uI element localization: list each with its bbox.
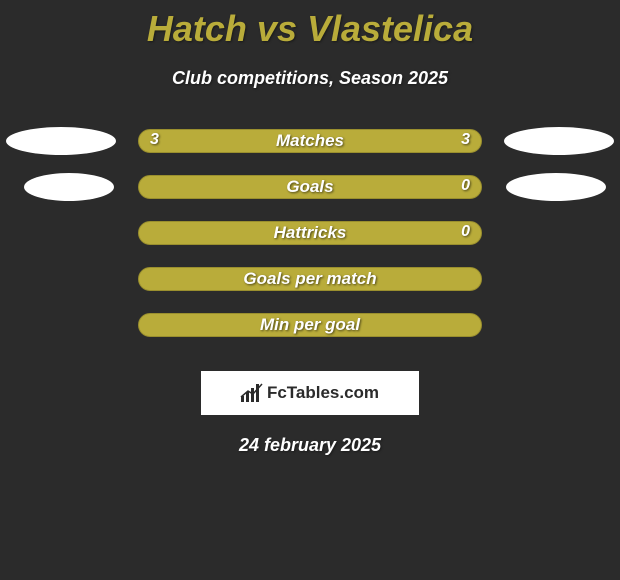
date-label: 24 february 2025: [0, 435, 620, 456]
bar-chart-icon: [241, 384, 263, 402]
stat-label: Min per goal: [138, 315, 482, 335]
stat-row-hattricks: Hattricks 0: [0, 221, 620, 267]
stat-rows: 3 Matches 3 Goals 0 Hattricks 0 Goals pe…: [0, 129, 620, 359]
stat-label: Matches: [138, 131, 482, 151]
stat-value-right: 3: [461, 131, 470, 149]
stat-label: Goals per match: [138, 269, 482, 289]
stats-card: Hatch vs Vlastelica Club competitions, S…: [0, 0, 620, 580]
stat-row-mpg: Min per goal: [0, 313, 620, 359]
source-logo[interactable]: FcTables.com: [201, 371, 419, 415]
stat-value-right: 0: [461, 223, 470, 241]
stat-value-right: 0: [461, 177, 470, 195]
page-subtitle: Club competitions, Season 2025: [0, 68, 620, 89]
stat-label: Hattricks: [138, 223, 482, 243]
left-marker-oval: [6, 127, 116, 155]
stat-row-gpm: Goals per match: [0, 267, 620, 313]
stat-label: Goals: [138, 177, 482, 197]
left-marker-oval: [24, 173, 114, 201]
right-marker-oval: [506, 173, 606, 201]
right-marker-oval: [504, 127, 614, 155]
stat-row-matches: 3 Matches 3: [0, 129, 620, 175]
page-title: Hatch vs Vlastelica: [0, 0, 620, 50]
stat-row-goals: Goals 0: [0, 175, 620, 221]
source-logo-text: FcTables.com: [267, 383, 379, 403]
